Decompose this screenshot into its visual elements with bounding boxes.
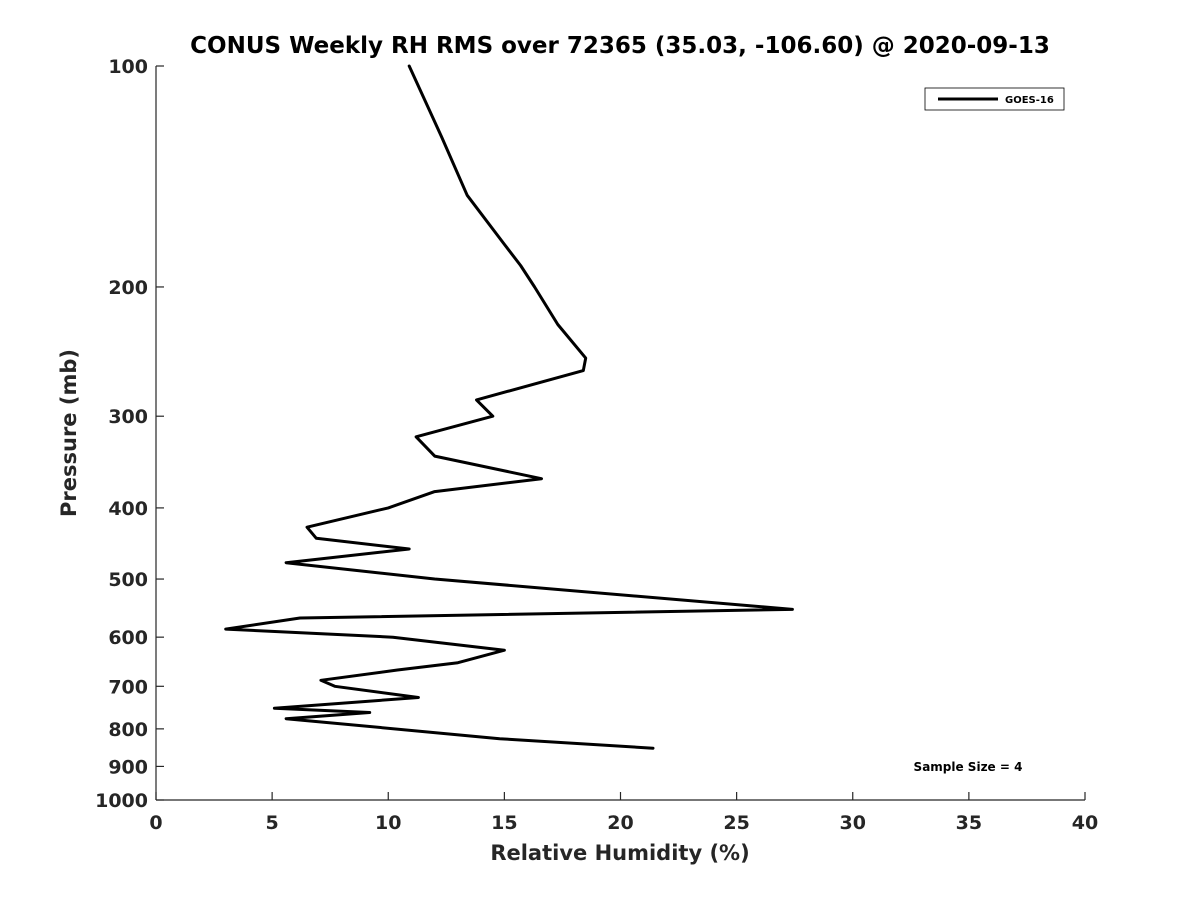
x-axis-label: Relative Humidity (%) xyxy=(490,841,749,865)
x-tick-label: 10 xyxy=(375,812,401,834)
y-tick-label: 200 xyxy=(108,277,148,299)
y-tick-label: 1000 xyxy=(95,790,148,812)
x-tick-label: 35 xyxy=(956,812,982,834)
y-tick-label: 800 xyxy=(108,719,148,741)
x-tick-label: 15 xyxy=(491,812,517,834)
plot-area xyxy=(156,66,1085,800)
x-tick-label: 20 xyxy=(607,812,633,834)
y-axis-label: Pressure (mb) xyxy=(57,349,81,517)
y-axis-ticks: 100 200 300 400 500 600 700 800 900 1000 xyxy=(95,56,164,812)
x-axis-ticks: 0 5 10 15 20 25 30 35 40 xyxy=(149,792,1098,834)
x-tick-label: 30 xyxy=(840,812,866,834)
x-tick-label: 25 xyxy=(723,812,749,834)
series-line-goes-16 xyxy=(224,64,794,750)
x-tick-label: 40 xyxy=(1072,812,1098,834)
sample-size-annotation: Sample Size = 4 xyxy=(914,760,1023,774)
y-tick-label: 600 xyxy=(108,627,148,649)
y-tick-label: 300 xyxy=(108,406,148,428)
y-tick-label: 100 xyxy=(108,56,148,78)
chart-title: CONUS Weekly RH RMS over 72365 (35.03, -… xyxy=(190,33,1050,59)
x-tick-label: 5 xyxy=(266,812,279,834)
y-tick-label: 500 xyxy=(108,569,148,591)
y-tick-label: 900 xyxy=(108,756,148,778)
y-tick-label: 700 xyxy=(108,676,148,698)
x-tick-label: 0 xyxy=(149,812,162,834)
legend-label-goes-16: GOES-16 xyxy=(1005,95,1054,106)
y-tick-label: 400 xyxy=(108,498,148,520)
legend: GOES-16 xyxy=(924,87,1065,111)
